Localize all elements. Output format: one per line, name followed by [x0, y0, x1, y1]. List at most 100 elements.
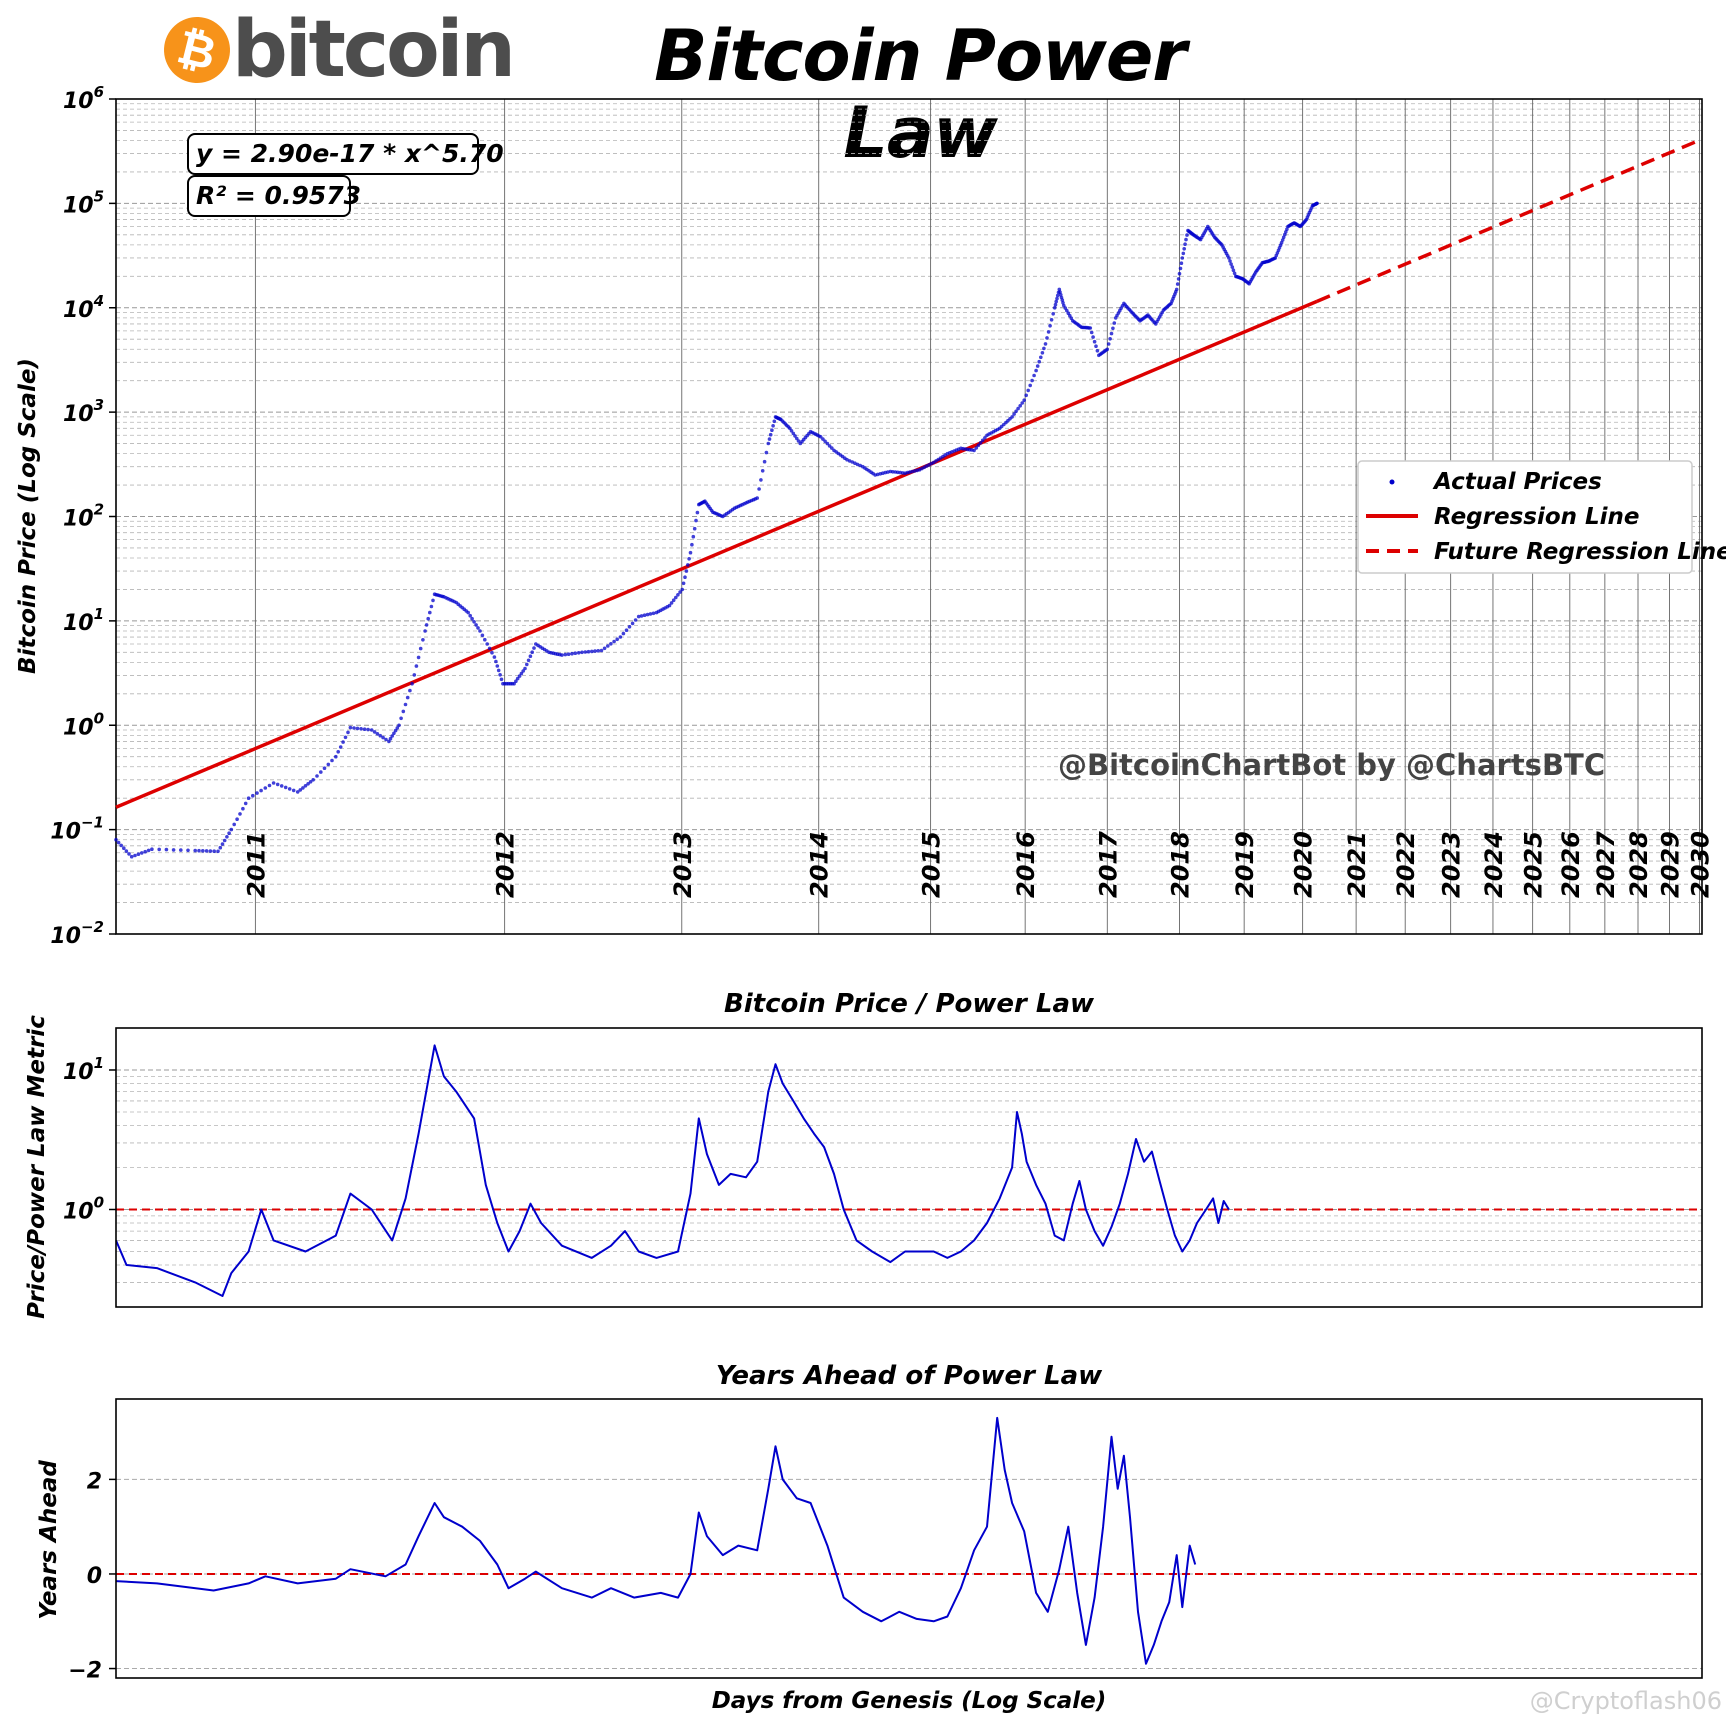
price-point [612, 639, 616, 644]
price-point [1229, 262, 1233, 266]
price-point [1281, 235, 1286, 240]
price-point [576, 651, 581, 655]
price-point [1018, 404, 1022, 408]
price-point [412, 673, 417, 677]
y-axis-label: Price/Power Law Metric [24, 1015, 50, 1319]
price-point [403, 702, 408, 707]
price-point [1178, 266, 1183, 271]
price-point [983, 436, 987, 440]
price-point [129, 854, 134, 859]
price-point [1039, 355, 1043, 360]
price-point [124, 849, 129, 853]
price-point [1181, 251, 1186, 256]
price-point [392, 731, 396, 736]
price-point [295, 790, 300, 794]
price-point [1280, 238, 1285, 242]
price-point [341, 740, 345, 744]
legend: Actual Prices Regression Line Future Regre… [1357, 460, 1726, 574]
plot-frame [115, 98, 1703, 935]
y-tick-label-base: 10 [63, 402, 94, 427]
price-point [348, 725, 353, 730]
y-tick-label: 10−2 [50, 918, 104, 949]
price-point [306, 782, 310, 786]
y-tick-label-base: 10 [63, 1060, 94, 1085]
price-point [1285, 227, 1289, 231]
y-axis-label: Years Ahead [36, 1460, 62, 1620]
price-point [1230, 265, 1235, 269]
watermark: @Cryptoflash06 [1529, 1687, 1722, 1715]
price-point [762, 459, 767, 464]
year-label: 2028 [1625, 831, 1653, 898]
price-point [691, 534, 696, 539]
legend-label: Actual Prices [1432, 469, 1602, 495]
price-point [680, 587, 684, 592]
y-tick-label: 100 [63, 709, 104, 740]
price-point [171, 848, 176, 852]
price-point [1108, 337, 1112, 341]
price-point [1182, 247, 1186, 251]
price-point [1045, 336, 1049, 340]
r-squared-text: R² = 0.9573 [196, 181, 361, 210]
price-point [1057, 287, 1062, 292]
price-point [369, 728, 374, 732]
price-point [150, 847, 154, 851]
y-tick-label-exponent: 6 [94, 83, 104, 101]
price-point [1055, 293, 1060, 298]
price-point [480, 633, 485, 638]
price-point [423, 629, 427, 633]
legend-dot-icon [1389, 479, 1395, 485]
price-point [122, 846, 126, 850]
y-tick-label: 10−1 [50, 814, 104, 845]
legend-label: Future Regression Line [1434, 539, 1726, 565]
year-label: 2011 [242, 831, 270, 898]
year-label: 2027 [1592, 831, 1620, 898]
price-point [418, 646, 423, 651]
price-point [606, 644, 610, 648]
price-point [515, 676, 520, 681]
price-point [1284, 230, 1288, 234]
price-point [1177, 271, 1182, 276]
y-tick-label-exponent: −2 [81, 918, 104, 936]
price-point [193, 848, 197, 853]
price-point [690, 542, 694, 547]
price-point [346, 730, 350, 735]
price-point [823, 439, 827, 444]
y-tick-label: 2 [87, 1469, 102, 1494]
price-point [517, 674, 522, 678]
price-point [1088, 326, 1093, 330]
price-point [1106, 342, 1111, 346]
price-point [523, 666, 527, 671]
price-point [401, 709, 406, 714]
price-point [1024, 393, 1028, 398]
price-point [678, 590, 682, 594]
price-point [978, 441, 983, 445]
price-point [227, 831, 231, 835]
year-label: 2013 [669, 831, 697, 898]
price-point [1034, 368, 1038, 373]
price-point [416, 655, 421, 660]
price-point [251, 793, 255, 798]
price-point [1020, 401, 1024, 405]
annotation-text: @BitcoinChartBot by @ChartsBTC [1058, 748, 1605, 782]
bitcoin-logo: ₿ bitcoin [156, 9, 516, 91]
price-point [684, 569, 689, 573]
price-point [421, 638, 425, 642]
price-point [821, 437, 825, 441]
price-point [1105, 347, 1110, 352]
price-point [243, 801, 248, 806]
price-point [157, 847, 161, 852]
y-tick-label: 104 [63, 292, 104, 323]
price-point [796, 439, 801, 443]
y-tick-label-base: 10 [50, 924, 81, 949]
price-point [767, 437, 772, 441]
price-point [1032, 373, 1036, 378]
price-point [514, 679, 518, 683]
price-point [618, 635, 623, 639]
price-point [275, 782, 280, 787]
price-point [343, 735, 348, 740]
price-point [1030, 378, 1034, 383]
price-point [759, 478, 763, 482]
price-point [593, 649, 597, 653]
